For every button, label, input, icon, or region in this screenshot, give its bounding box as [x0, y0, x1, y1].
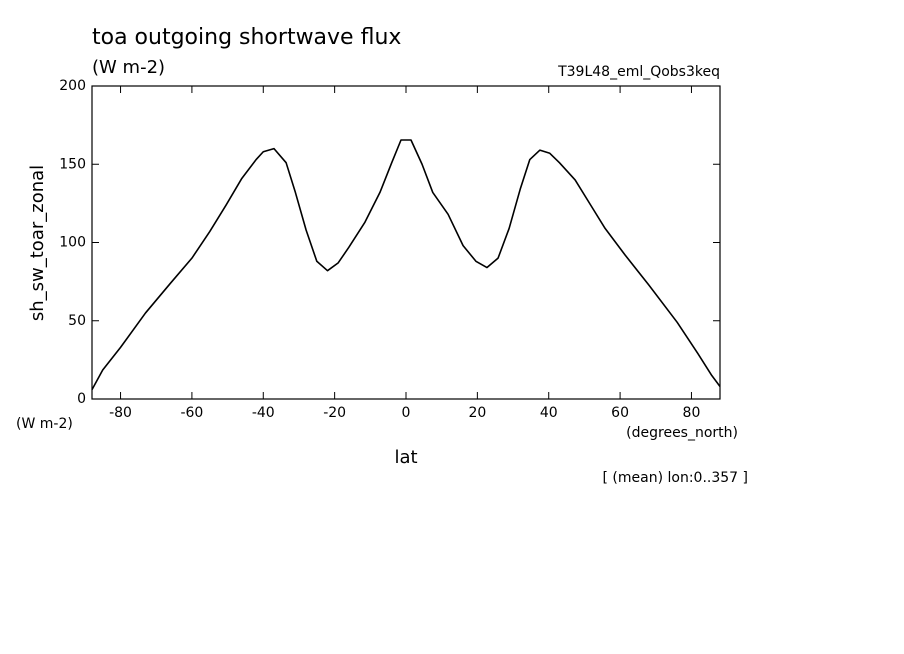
- x-axis-title: lat: [394, 447, 417, 468]
- x-tick-label: -80: [109, 405, 132, 421]
- run-label: T39L48_eml_Qobs3keq: [557, 64, 720, 80]
- x-tick-label: 20: [468, 405, 486, 421]
- footnote: [ (mean) lon:0..357 ]: [603, 470, 748, 486]
- x-tick-label: 0: [402, 405, 411, 421]
- x-tick-label: 80: [683, 405, 701, 421]
- y-tick-label: 150: [59, 156, 86, 172]
- y-units: (W m-2): [16, 416, 73, 432]
- x-tick-label: 40: [540, 405, 558, 421]
- x-tick-label: 60: [611, 405, 629, 421]
- y-tick-label: 100: [59, 235, 86, 251]
- y-tick-label: 0: [77, 391, 86, 407]
- chart-title: toa outgoing shortwave flux: [92, 25, 401, 50]
- y-tick-label: 50: [68, 313, 86, 329]
- x-tick-label: -20: [323, 405, 346, 421]
- x-tick-label: -60: [180, 405, 203, 421]
- units-label: (W m-2): [92, 57, 165, 78]
- y-axis-title: sh_sw_toar_zonal: [27, 165, 48, 321]
- data-line: [91, 139, 721, 390]
- x-units: (degrees_north): [626, 425, 738, 441]
- x-tick-label: -40: [252, 405, 275, 421]
- y-tick-label: 200: [59, 78, 86, 94]
